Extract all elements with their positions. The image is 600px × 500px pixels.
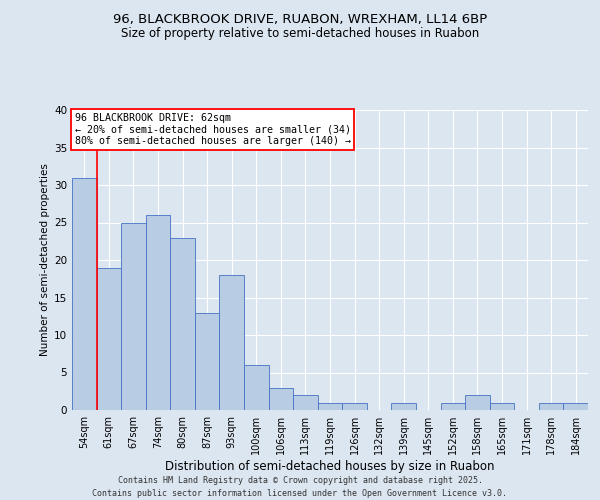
Y-axis label: Number of semi-detached properties: Number of semi-detached properties xyxy=(40,164,50,356)
Text: Contains HM Land Registry data © Crown copyright and database right 2025.
Contai: Contains HM Land Registry data © Crown c… xyxy=(92,476,508,498)
Text: 96, BLACKBROOK DRIVE, RUABON, WREXHAM, LL14 6BP: 96, BLACKBROOK DRIVE, RUABON, WREXHAM, L… xyxy=(113,12,487,26)
Bar xyxy=(97,268,121,410)
Bar xyxy=(170,238,195,410)
Bar xyxy=(342,402,367,410)
Bar xyxy=(220,275,244,410)
Bar xyxy=(440,402,465,410)
Bar xyxy=(318,402,342,410)
Bar xyxy=(563,402,588,410)
Bar xyxy=(244,365,269,410)
Bar xyxy=(146,215,170,410)
Bar xyxy=(195,312,220,410)
Bar xyxy=(72,178,97,410)
Text: Size of property relative to semi-detached houses in Ruabon: Size of property relative to semi-detach… xyxy=(121,28,479,40)
Bar xyxy=(269,388,293,410)
Bar xyxy=(391,402,416,410)
Bar xyxy=(490,402,514,410)
Bar xyxy=(465,395,490,410)
Bar xyxy=(539,402,563,410)
Text: 96 BLACKBROOK DRIVE: 62sqm
← 20% of semi-detached houses are smaller (34)
80% of: 96 BLACKBROOK DRIVE: 62sqm ← 20% of semi… xyxy=(74,113,350,146)
X-axis label: Distribution of semi-detached houses by size in Ruabon: Distribution of semi-detached houses by … xyxy=(165,460,495,473)
Bar xyxy=(121,222,146,410)
Bar xyxy=(293,395,318,410)
